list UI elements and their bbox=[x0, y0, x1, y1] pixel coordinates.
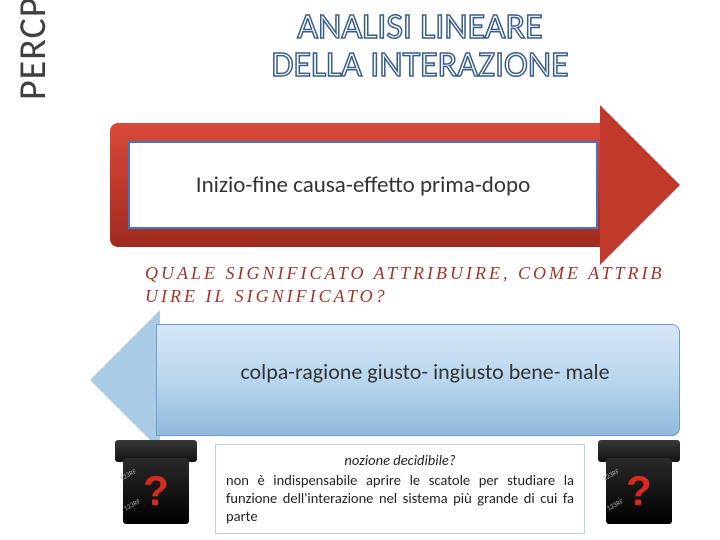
sidebar-vertical-label: PERCPHE' bbox=[10, 0, 56, 100]
slide-root: PERCPHE' ANALISI LINEARE DELLA INTERAZIO… bbox=[0, 0, 720, 540]
mystery-box-left: ? 123RF 123RF bbox=[115, 440, 197, 532]
arrow-left-label: colpa-ragione giusto- ingiusto bene- mal… bbox=[180, 358, 670, 385]
decorative-script-band: QUALE SIGNIFICATO ATTRIBUIRE, COME ATTRI… bbox=[145, 262, 665, 312]
question-mark-icon: ? bbox=[143, 467, 169, 515]
bottom-question: nozione decidibile? bbox=[226, 451, 574, 469]
slide-title: ANALISI LINEARE DELLA INTERAZIONE bbox=[160, 8, 680, 84]
title-line-2: DELLA INTERAZIONE bbox=[271, 42, 568, 86]
bottom-note-box: nozione decidibile? non è indispensabile… bbox=[215, 444, 585, 534]
arrow-right: Inizio-fine causa-effetto prima-dopo bbox=[110, 105, 680, 265]
arrow-right-head bbox=[600, 105, 680, 265]
arrow-right-textbox: Inizio-fine causa-effetto prima-dopo bbox=[128, 141, 598, 229]
arrow-right-label: Inizio-fine causa-effetto prima-dopo bbox=[196, 171, 530, 199]
arrow-left: colpa-ragione giusto- ingiusto bene- mal… bbox=[90, 310, 680, 450]
mystery-box-right: ? 123RF 123RF bbox=[598, 440, 680, 532]
arrow-left-head bbox=[90, 310, 160, 450]
bottom-body: non è indispensabile aprire le scatole p… bbox=[226, 471, 574, 525]
question-mark-icon: ? bbox=[626, 467, 652, 515]
